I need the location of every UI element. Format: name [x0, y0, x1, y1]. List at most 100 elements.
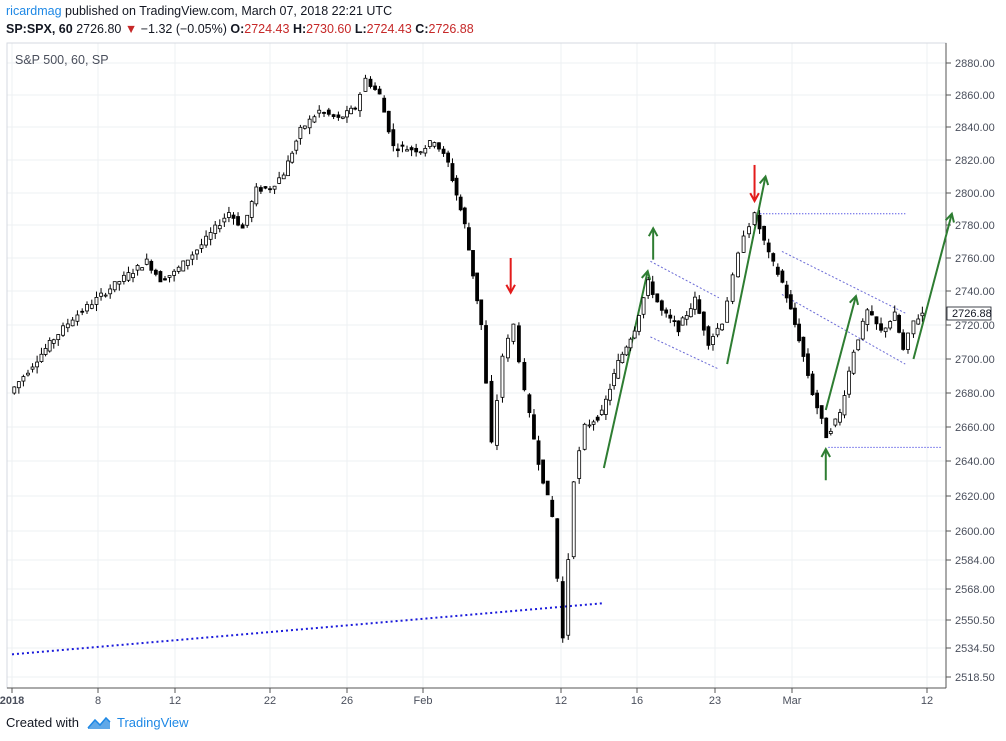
candle-body — [167, 275, 172, 278]
long-term-support-line — [11, 602, 604, 656]
candle-body — [307, 118, 312, 129]
candle-body — [331, 114, 336, 117]
y-tick-label: 2700.00 — [955, 354, 995, 366]
symbol-name[interactable]: SP:SPX, 60 — [6, 22, 73, 36]
y-tick-label: 2620.00 — [955, 491, 995, 503]
candle-body — [427, 140, 432, 148]
candle-body — [901, 332, 906, 350]
candle-body — [263, 186, 268, 189]
x-tick-label: 2018 — [0, 695, 24, 707]
candle-body — [231, 214, 236, 219]
y-tick-label: 2780.00 — [955, 220, 995, 232]
candle-body — [560, 581, 565, 639]
candle-body — [386, 110, 391, 133]
candle-body — [185, 259, 190, 266]
candle-body — [819, 405, 824, 419]
candle-body — [458, 196, 463, 211]
tradingview-logo-icon — [87, 716, 111, 729]
y-tick-label: 2534.50 — [955, 643, 995, 655]
candle-body — [199, 244, 204, 249]
chart-title: S&P 500, 60, SP — [15, 53, 109, 67]
candle-body — [693, 296, 697, 310]
candle-body — [668, 314, 673, 319]
candle-body — [240, 224, 245, 229]
candle-body — [112, 281, 117, 291]
candle-body — [752, 212, 757, 226]
candle-body — [762, 225, 767, 241]
candle-body — [851, 351, 856, 374]
candle-body — [70, 319, 75, 327]
candle-body — [591, 421, 596, 425]
y-tick-label: 2600.00 — [955, 526, 995, 538]
candle-body — [720, 323, 725, 331]
candle-body — [587, 424, 592, 427]
green-trend-arrow-head — [640, 269, 652, 281]
candle-body — [637, 315, 641, 332]
published-text: published on TradingView.com, March 07, … — [61, 4, 393, 18]
candle-body — [730, 274, 735, 302]
candle-body — [272, 185, 277, 190]
candle-body — [368, 78, 373, 87]
candle-body — [655, 293, 660, 303]
candle-body — [775, 266, 780, 275]
candle-body — [30, 366, 35, 370]
open-value: 2724.43 — [244, 22, 290, 36]
candle-body — [103, 294, 108, 297]
candle-body — [810, 373, 815, 396]
candle-body — [39, 353, 44, 362]
candle-body — [664, 309, 669, 314]
candle-body — [697, 299, 702, 314]
y-tick-label: 2660.00 — [955, 422, 995, 434]
candle-body — [715, 327, 720, 336]
candle-body — [302, 125, 307, 129]
candle-body — [254, 186, 259, 205]
candle-body — [860, 320, 865, 340]
candle-body — [566, 559, 571, 636]
candle-body — [471, 250, 475, 277]
candle-body — [195, 249, 199, 255]
candle-body — [190, 254, 195, 260]
candle-body — [522, 361, 527, 391]
candle-body — [511, 323, 516, 342]
x-tick-label: 12 — [169, 695, 181, 707]
y-tick-label: 2740.00 — [955, 286, 995, 298]
candle-body — [340, 116, 345, 119]
candle-body — [312, 116, 317, 123]
candle-body — [26, 372, 30, 376]
candle-body — [833, 418, 838, 426]
candle-body — [236, 216, 240, 226]
y-tick-label: 2860.00 — [955, 90, 995, 102]
candle-body — [373, 85, 377, 90]
candle-body — [326, 109, 331, 115]
tradingview-brand-link[interactable]: TradingView — [116, 715, 189, 730]
candle-body — [815, 392, 820, 409]
candle-body — [911, 320, 916, 335]
candle-body — [245, 214, 250, 226]
symbol-info-bar: SP:SPX, 60 2726.80 ▼ −1.32 (−0.05%) O:27… — [6, 22, 474, 36]
close-label: C: — [415, 22, 429, 36]
candle-body — [680, 317, 685, 326]
author-link[interactable]: ricardmag — [6, 4, 62, 18]
candle-body — [517, 325, 521, 363]
candle-body — [879, 323, 883, 331]
channel-line-lower-1 — [650, 336, 720, 370]
candle-body — [608, 388, 612, 401]
publish-info: ricardmag published on TradingView.com, … — [6, 4, 392, 18]
candle-body — [527, 394, 532, 414]
candle-body — [131, 273, 135, 279]
candle-body — [12, 386, 17, 394]
candle-body — [391, 129, 396, 147]
candle-body — [117, 281, 122, 285]
candle-body — [500, 355, 505, 398]
candle-body — [47, 339, 52, 352]
red-down-arrow-head — [505, 284, 516, 295]
candle-body — [897, 314, 901, 333]
candle-body — [43, 348, 48, 355]
candle-body — [358, 93, 362, 112]
candle-body — [865, 309, 870, 325]
candle-body — [290, 152, 295, 163]
candle-body — [856, 339, 861, 351]
last-price: 2726.80 — [76, 22, 122, 36]
candle-body — [227, 212, 231, 218]
